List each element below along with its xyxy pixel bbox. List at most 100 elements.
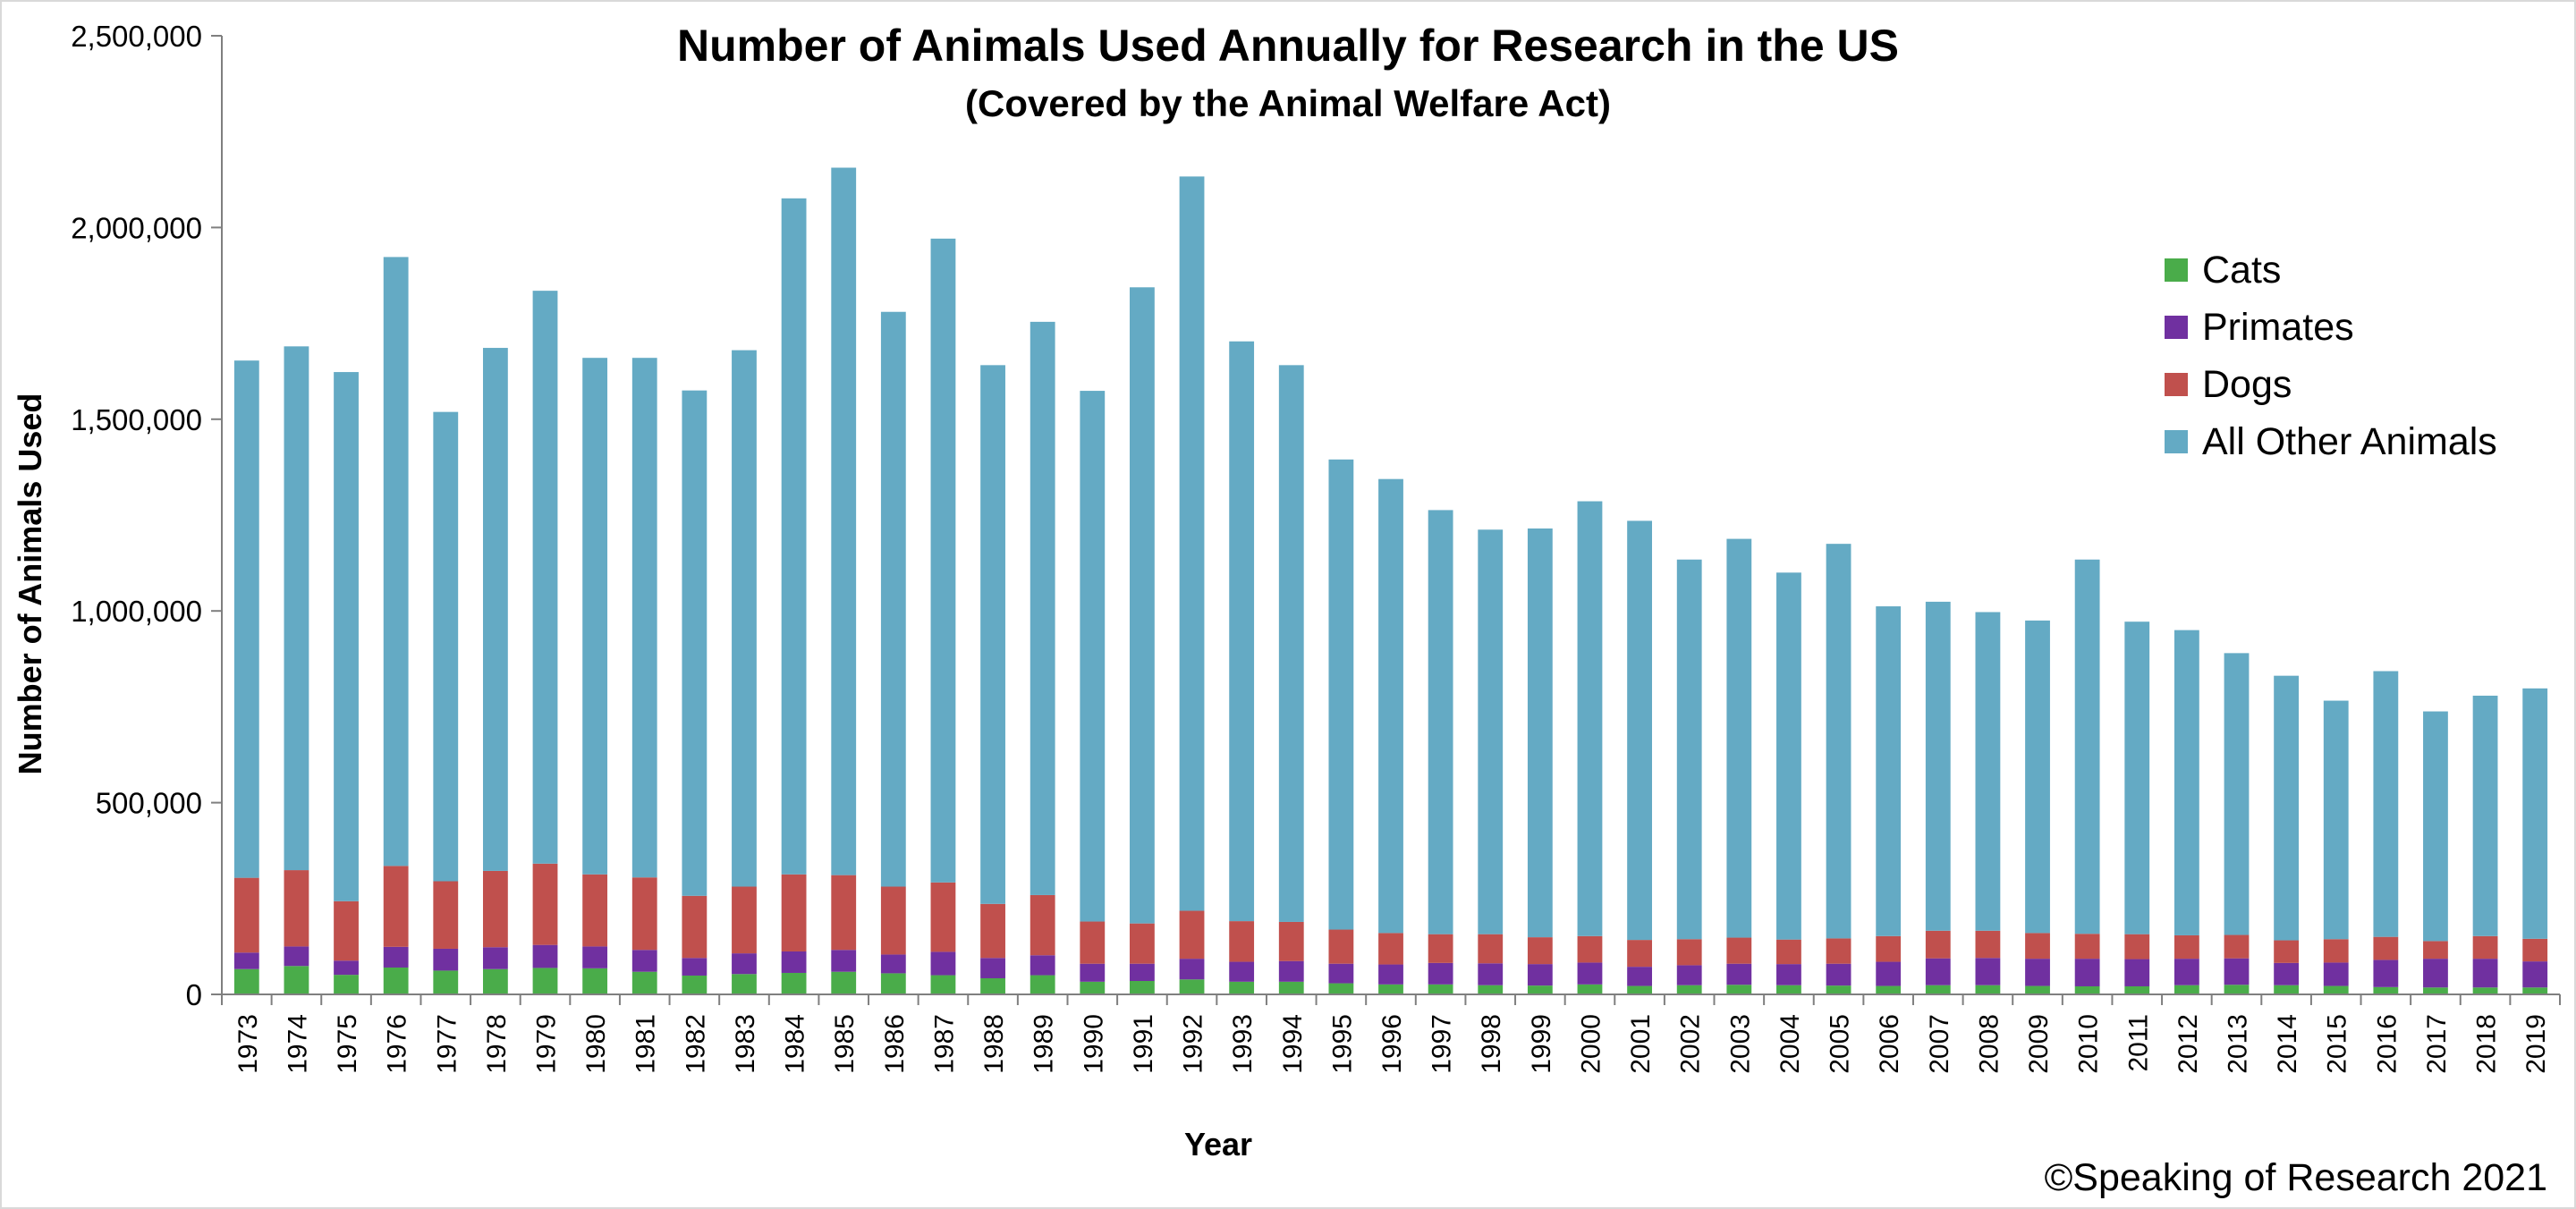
x-tick-label: 1994 [1278,1014,1308,1074]
legend-label: Dogs [2202,362,2292,406]
bar-dogs-1985 [831,875,857,951]
bar-primates-2017 [2423,959,2448,988]
bar-all-other-animals-2013 [2224,653,2250,935]
bar-dogs-1994 [1278,921,1304,961]
bar-all-other-animals-1981 [631,358,657,878]
bar-cats-2018 [2472,987,2498,994]
bar-all-other-animals-1993 [1229,341,1255,922]
bar-all-other-animals-1973 [233,360,259,878]
bar-dogs-1977 [433,881,459,949]
legend-swatch [2165,430,2188,453]
x-tick-label: 1989 [1030,1014,1059,1074]
x-tick-label: 1999 [1527,1014,1556,1074]
bar-primates-1998 [1478,963,1504,985]
bar-dogs-1997 [1428,934,1453,963]
bar-all-other-animals-2011 [2124,621,2150,934]
y-tick-label: 500,000 [96,787,202,820]
bar-dogs-1993 [1229,921,1255,962]
bar-dogs-2004 [1776,939,1801,965]
bar-primates-1994 [1278,960,1304,982]
bar-cats-2019 [2522,987,2548,994]
bar-all-other-animals-2009 [2025,620,2050,934]
bar-primates-2016 [2373,960,2399,987]
y-tick-label: 0 [186,978,202,1011]
bar-all-other-animals-1982 [682,390,708,896]
x-tick-label: 1991 [1129,1014,1158,1074]
x-tick-label: 2000 [1576,1014,1606,1074]
bar-all-other-animals-2010 [2074,559,2100,934]
bar-dogs-1984 [781,874,807,951]
bar-cats-1977 [433,970,459,994]
bar-dogs-2001 [1627,940,1652,968]
bar-dogs-2010 [2074,934,2100,960]
bar-dogs-2005 [1826,938,1852,964]
bar-all-other-animals-2017 [2423,711,2448,942]
bar-primates-1983 [732,953,757,975]
bar-cats-1995 [1328,983,1354,994]
bar-all-other-animals-1986 [880,311,906,887]
bar-all-other-animals-1983 [732,350,757,887]
bar-primates-2001 [1627,967,1652,986]
bar-cats-1996 [1378,984,1403,994]
x-tick-label: 1973 [233,1014,263,1074]
x-tick-label: 1995 [1327,1014,1357,1074]
bar-primates-1989 [1030,955,1055,976]
bar-dogs-1983 [732,886,757,954]
bar-dogs-1981 [631,877,657,951]
bar-all-other-animals-1987 [930,238,956,883]
bar-dogs-1998 [1478,934,1504,964]
x-tick-label: 2008 [1974,1014,2004,1074]
bar-primates-1980 [582,946,608,968]
y-tick-label: 2,500,000 [71,20,202,53]
bar-cats-1980 [582,968,608,994]
bar-cats-1978 [482,968,508,994]
chart-subtitle: (Covered by the Animal Welfare Act) [965,82,1611,124]
legend-label: Cats [2202,248,2282,292]
bar-dogs-2000 [1577,935,1603,963]
bar-primates-2013 [2224,958,2250,985]
bar-cats-1987 [930,975,956,994]
bar-cats-1983 [732,974,757,994]
bar-primates-2002 [1676,965,1702,985]
x-tick-label: 1983 [731,1014,760,1074]
bar-dogs-2006 [1876,935,1902,962]
bar-all-other-animals-2000 [1577,501,1603,936]
bar-dogs-1988 [980,903,1005,959]
x-tick-label: 2006 [1875,1014,1904,1074]
bar-dogs-1973 [233,877,259,953]
bar-all-other-animals-1984 [781,198,807,875]
bar-primates-2000 [1577,962,1603,985]
bar-all-other-animals-2004 [1776,572,1801,940]
bar-all-other-animals-2005 [1826,544,1852,939]
bar-dogs-1996 [1378,933,1403,965]
bar-all-other-animals-2003 [1726,538,1752,938]
bar-all-other-animals-2012 [2174,630,2199,935]
x-tick-label: 2018 [2472,1014,2502,1074]
bar-dogs-1975 [334,900,359,961]
bar-all-other-animals-2019 [2522,688,2548,939]
bar-cats-1994 [1278,981,1304,994]
bar-dogs-2009 [2025,933,2050,960]
x-tick-label: 1985 [830,1014,860,1074]
bar-primates-2003 [1726,963,1752,985]
x-tick-label: 2009 [2024,1014,2054,1074]
bar-cats-2013 [2224,985,2250,994]
bar-dogs-2017 [2423,941,2448,960]
bar-dogs-1982 [682,895,708,959]
bar-cats-2004 [1776,985,1801,994]
bar-primates-1993 [1229,961,1255,982]
bar-all-other-animals-1977 [433,411,459,882]
bar-cats-1986 [880,973,906,994]
bar-primates-2011 [2124,959,2150,986]
legend-swatch [2165,258,2188,282]
x-tick-label: 1979 [532,1014,562,1074]
bar-cats-1997 [1428,984,1453,994]
bar-group [233,167,2548,994]
legend-item-cats: Cats [2165,241,2497,299]
bar-primates-1977 [433,948,459,971]
legend-swatch [2165,316,2188,339]
bar-all-other-animals-1976 [383,257,409,867]
bar-primates-1991 [1130,963,1155,981]
bar-all-other-animals-1994 [1278,365,1304,922]
